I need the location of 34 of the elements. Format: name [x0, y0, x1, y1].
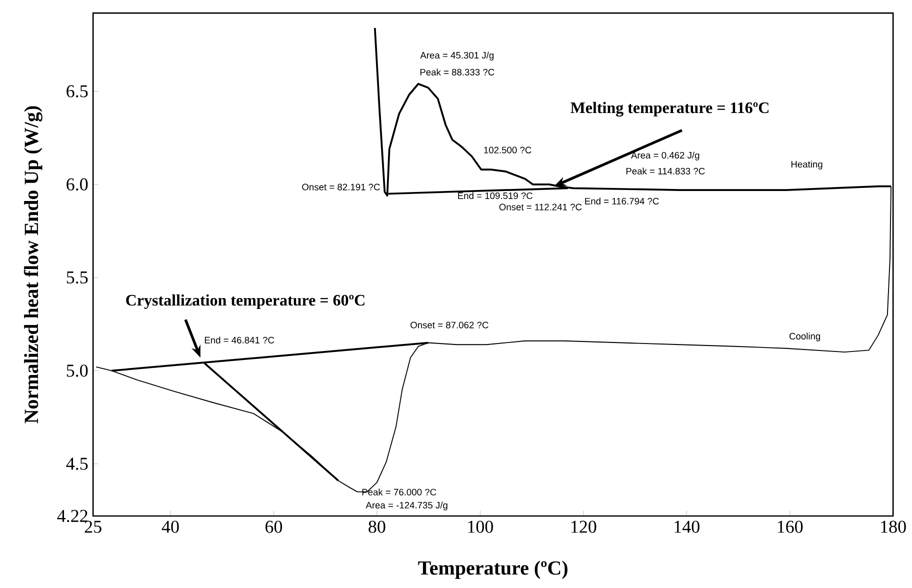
annotation: Melting temperature = 116ºC	[570, 102, 768, 117]
y-axis-title: Normalized heat flow Endo Up (W/g)	[24, 106, 42, 424]
annotation: Area = 0.462 J/g	[631, 152, 700, 160]
y-tick-label: 5.0	[66, 364, 88, 377]
x-tick-label: 140	[674, 520, 700, 533]
annotation: Onset = 112.241 ?C	[499, 204, 582, 210]
y-tick-label: 6.0	[66, 178, 88, 191]
annotation: Cooling	[789, 332, 820, 342]
annotation: Onset = 87.062 ?C	[410, 322, 488, 328]
x-tick-label: 100	[468, 520, 493, 533]
x-tick-label: 160	[778, 520, 803, 533]
annotation: Area = -124.735 J/g	[366, 502, 448, 510]
x-tick-label: 80	[368, 520, 386, 533]
annotation: End = 46.841 ?C	[204, 336, 274, 344]
annotation: Onset = 82.191 ?C	[302, 184, 380, 190]
annotation: Heating	[791, 160, 822, 170]
x-tick-label: 120	[571, 520, 596, 533]
annotation: Crystallization temperature = 60ºC	[126, 294, 364, 309]
annotation: Peak = 76.000 ?C	[362, 488, 436, 496]
y-tick-label: 5.5	[66, 272, 88, 284]
annotation: Peak = 88.333 ?C	[420, 68, 494, 76]
y-tick-label: 6.5	[66, 85, 88, 98]
y-tick-label: 4.5	[66, 458, 88, 470]
x-axis-title: Temperature (ºC)	[418, 560, 568, 579]
annotation: 102.500 ?C	[484, 146, 532, 154]
x-tick-label: 40	[162, 520, 179, 533]
annotation: Peak = 114.833 ?C	[626, 168, 705, 174]
y-tick-label: 4.22	[57, 510, 88, 522]
annotation: End = 116.794 ?C	[585, 198, 659, 204]
annotation: End = 109.519 ?C	[458, 192, 533, 200]
x-tick-label: 60	[265, 520, 282, 533]
x-tick-label: 180	[881, 520, 906, 533]
annotation: Area = 45.301 J/g	[420, 52, 494, 60]
x-tick-label: 25	[84, 520, 102, 533]
